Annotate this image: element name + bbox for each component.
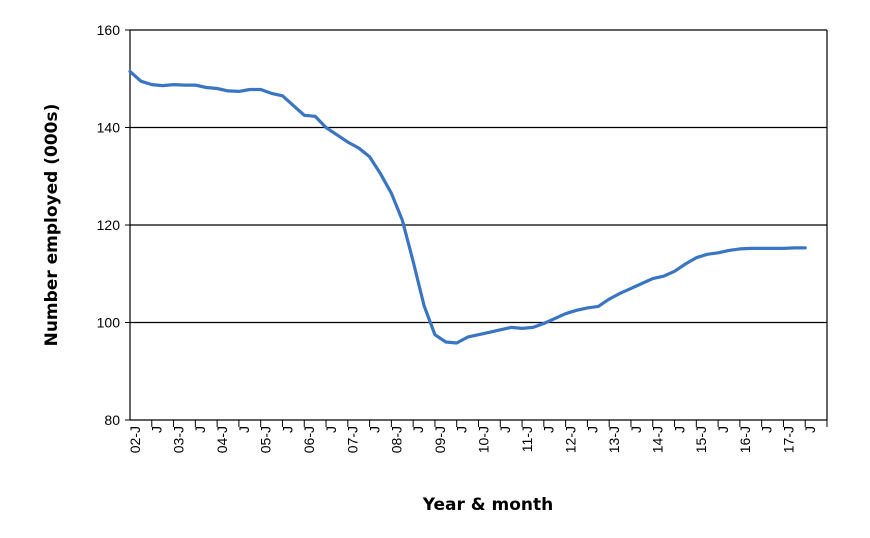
- y-tick-labels: 80 100 120 140 160: [97, 22, 130, 428]
- x-tick-label: 05-J: [258, 426, 274, 453]
- x-tick-label: J: [192, 426, 208, 433]
- x-tick-label: J: [410, 426, 426, 433]
- x-tick-label: J: [149, 426, 165, 433]
- y-axis-title: Number employed (000s): [42, 104, 62, 347]
- y-tick-label: 100: [97, 315, 121, 331]
- x-tick-label: 15-J: [693, 426, 709, 453]
- x-tick-label: 02-J: [127, 426, 143, 453]
- x-tick-label: 13-J: [606, 426, 622, 453]
- y-tick-label: 120: [97, 217, 121, 233]
- x-tick-label: J: [323, 426, 339, 433]
- x-tick-label: J: [584, 426, 600, 433]
- x-tick-label: J: [236, 426, 252, 433]
- series-line: [128, 69, 807, 345]
- y-tick-label: 160: [97, 22, 121, 38]
- x-tick-label: J: [671, 426, 687, 433]
- x-tick-label: J: [715, 426, 731, 433]
- gridlines: [130, 126, 827, 324]
- x-tick-label: J: [454, 426, 470, 433]
- y-tick-label: 140: [97, 120, 121, 136]
- x-tick-label: 11-J: [519, 426, 535, 452]
- x-tick-label: J: [802, 426, 818, 433]
- x-tick-labels: 02-J J 03-J J 04-J J 05-J J 06-J J 07-J J 08-J J 09-J J…: [127, 420, 828, 453]
- x-tick-label: 07-J: [345, 426, 361, 453]
- x-tick-label: J: [279, 426, 295, 433]
- x-tick-label: 08-J: [388, 426, 404, 453]
- x-tick-label: 16-J: [737, 426, 753, 453]
- x-tick-label: 17-J: [780, 426, 796, 453]
- x-tick-label: 12-J: [563, 426, 579, 453]
- x-tick-label: J: [541, 426, 557, 433]
- x-tick-label: 09-J: [432, 426, 448, 453]
- x-tick-label: 04-J: [214, 426, 230, 453]
- x-tick-label: 10-J: [475, 426, 491, 453]
- x-tick-label: J: [759, 426, 775, 433]
- x-axis-title: Year & month: [422, 495, 554, 515]
- x-tick-label: J: [497, 426, 513, 433]
- y-tick-label: 80: [104, 412, 120, 428]
- x-tick-label: 14-J: [650, 426, 666, 453]
- series-layer: [128, 69, 807, 345]
- x-tick-label: 06-J: [301, 426, 317, 453]
- x-tick-label: J: [628, 426, 644, 433]
- x-tick-label: J: [366, 426, 382, 433]
- x-tick-label: 03-J: [170, 426, 186, 453]
